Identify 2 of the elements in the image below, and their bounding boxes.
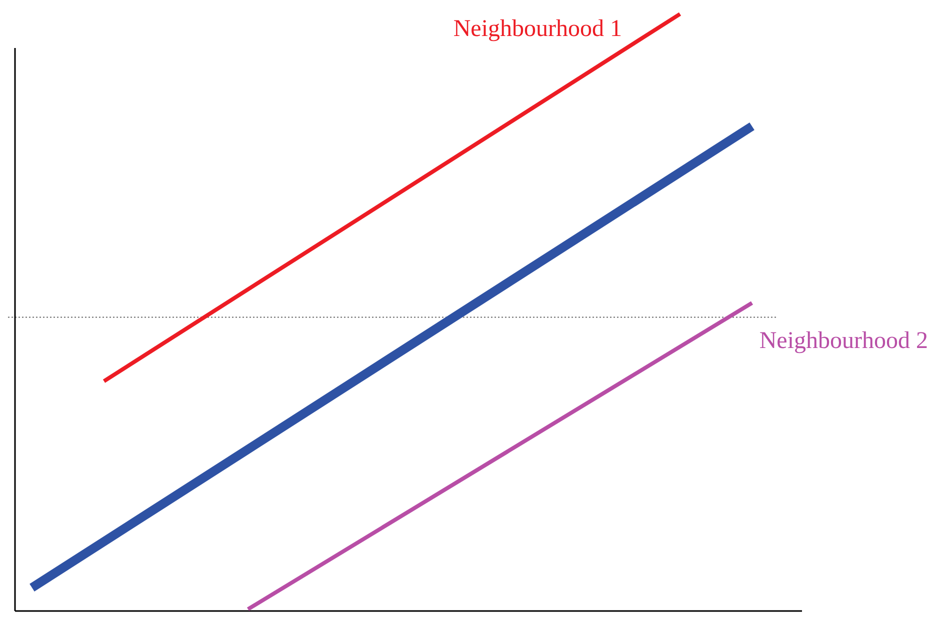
series-label: Neighbourhood 2 [759, 328, 928, 354]
series-label: Neighbourhood 1 [453, 16, 622, 42]
